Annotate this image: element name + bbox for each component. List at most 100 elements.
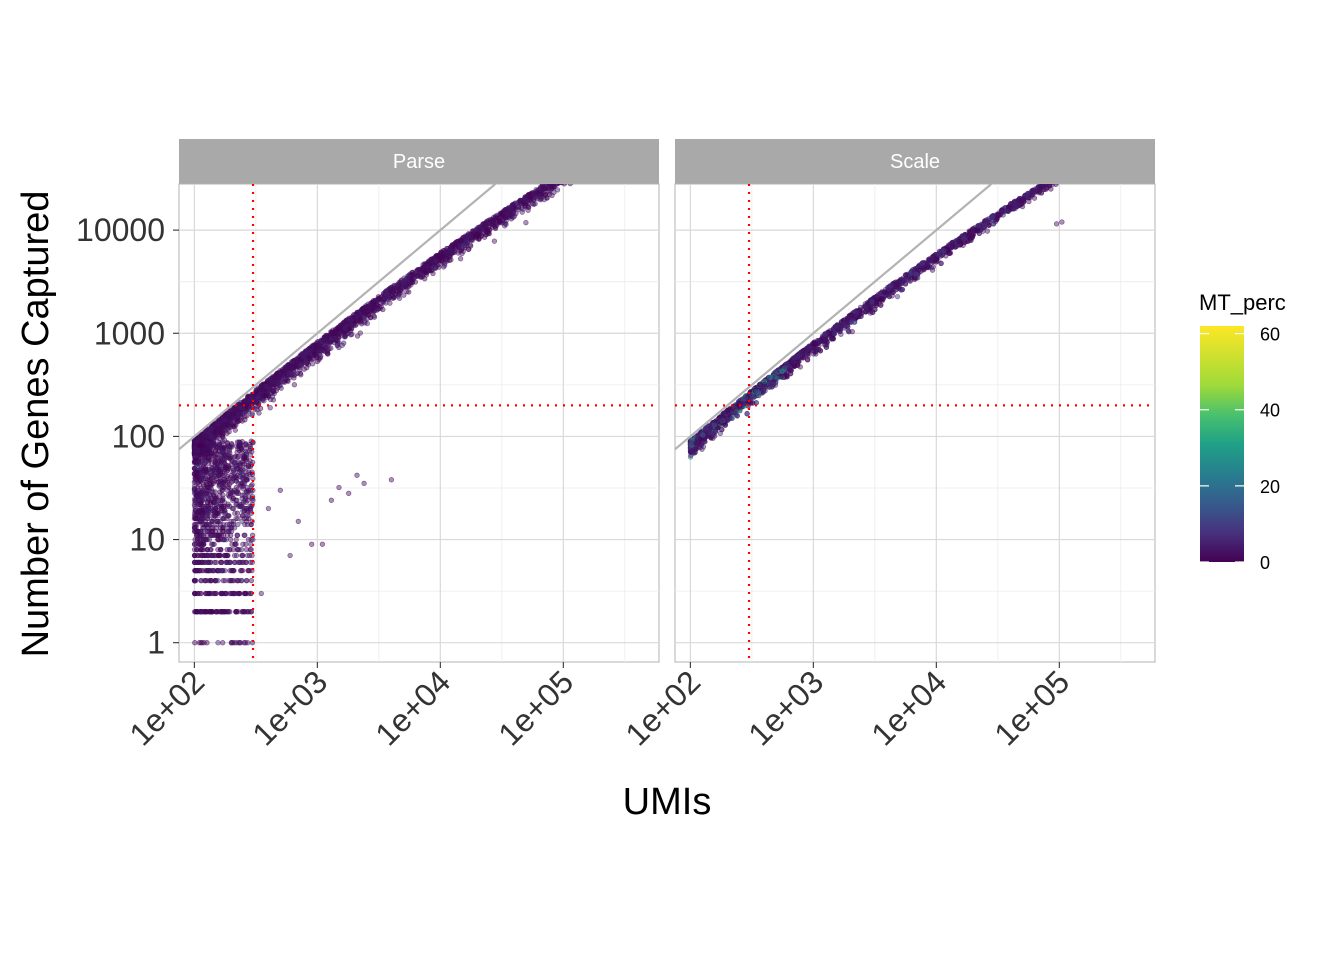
data-point bbox=[490, 218, 496, 224]
data-point bbox=[302, 349, 308, 355]
data-point bbox=[218, 483, 224, 489]
data-point bbox=[239, 609, 245, 615]
data-point bbox=[220, 449, 226, 455]
data-point bbox=[242, 442, 248, 448]
data-point bbox=[237, 503, 243, 509]
data-point bbox=[328, 497, 335, 503]
data-point bbox=[396, 287, 402, 293]
data-point bbox=[198, 590, 204, 597]
data-point bbox=[229, 478, 236, 484]
data-point bbox=[432, 254, 438, 260]
data-point bbox=[388, 286, 394, 292]
scatter-points bbox=[191, 184, 573, 646]
data-point bbox=[567, 184, 573, 187]
data-point bbox=[277, 487, 283, 493]
data-point bbox=[309, 541, 315, 547]
data-point bbox=[238, 567, 245, 574]
data-point bbox=[431, 264, 437, 270]
data-point bbox=[362, 318, 368, 324]
data-point bbox=[191, 546, 198, 553]
data-point bbox=[342, 322, 349, 329]
data-point bbox=[259, 386, 266, 392]
data-point bbox=[402, 280, 409, 286]
data-point bbox=[223, 536, 229, 543]
data-point bbox=[226, 446, 233, 452]
data-point bbox=[468, 234, 474, 240]
data-point bbox=[257, 390, 263, 397]
data-point bbox=[442, 262, 448, 268]
data-point bbox=[227, 567, 233, 574]
data-point bbox=[285, 378, 291, 384]
data-point bbox=[273, 372, 279, 378]
data-point bbox=[209, 609, 215, 615]
data-point bbox=[212, 590, 219, 597]
data-point bbox=[341, 340, 347, 346]
data-point bbox=[274, 380, 280, 387]
data-point bbox=[458, 238, 464, 244]
y-tick-label: 1000 bbox=[94, 315, 165, 351]
data-point bbox=[192, 541, 198, 547]
data-point bbox=[232, 541, 238, 547]
data-point bbox=[416, 266, 422, 273]
data-point bbox=[510, 201, 516, 208]
data-point bbox=[233, 474, 239, 481]
data-point bbox=[229, 489, 235, 495]
data-point bbox=[239, 483, 245, 489]
data-point bbox=[225, 467, 231, 473]
data-point bbox=[264, 377, 271, 384]
data-point bbox=[240, 552, 246, 559]
data-point bbox=[203, 536, 209, 543]
data-point bbox=[492, 225, 499, 232]
data-point bbox=[206, 429, 213, 435]
data-point bbox=[222, 552, 229, 559]
data-point bbox=[196, 458, 202, 465]
data-point bbox=[320, 337, 327, 343]
data-point bbox=[205, 510, 211, 516]
data-point bbox=[348, 317, 354, 323]
data-point bbox=[230, 469, 236, 475]
data-point bbox=[191, 515, 198, 522]
x-tick-label: 1e+05 bbox=[491, 663, 580, 752]
data-point bbox=[374, 307, 380, 313]
data-point bbox=[248, 394, 255, 400]
data-point bbox=[236, 411, 242, 417]
data-point bbox=[208, 505, 214, 512]
data-point bbox=[202, 468, 209, 474]
data-point bbox=[221, 444, 227, 451]
data-point bbox=[220, 577, 226, 584]
data-point bbox=[457, 256, 464, 262]
data-point bbox=[242, 413, 248, 420]
data-point bbox=[482, 221, 489, 228]
data-point bbox=[217, 552, 223, 559]
data-point bbox=[230, 415, 236, 422]
data-point bbox=[221, 457, 227, 463]
data-point bbox=[291, 382, 298, 388]
data-point bbox=[388, 477, 395, 483]
data-point bbox=[439, 257, 445, 263]
data-point bbox=[522, 203, 528, 210]
data-point bbox=[287, 552, 293, 559]
data-point bbox=[228, 532, 234, 538]
data-point bbox=[198, 546, 205, 553]
data-point bbox=[192, 478, 198, 484]
data-point bbox=[215, 546, 221, 553]
data-point bbox=[378, 300, 385, 307]
data-point bbox=[496, 217, 502, 224]
data-point bbox=[228, 640, 235, 646]
data-point bbox=[242, 532, 248, 538]
data-point bbox=[286, 371, 292, 377]
data-point bbox=[491, 238, 498, 244]
data-point bbox=[326, 345, 332, 352]
data-point bbox=[289, 365, 295, 371]
data-point bbox=[216, 567, 223, 574]
data-point bbox=[243, 456, 249, 462]
data-point bbox=[443, 250, 449, 256]
data-point bbox=[222, 422, 228, 428]
data-point bbox=[244, 399, 250, 405]
data-point bbox=[502, 220, 508, 226]
data-point bbox=[894, 293, 901, 300]
data-point bbox=[237, 559, 244, 566]
data-point bbox=[192, 640, 198, 646]
data-point bbox=[408, 282, 414, 288]
